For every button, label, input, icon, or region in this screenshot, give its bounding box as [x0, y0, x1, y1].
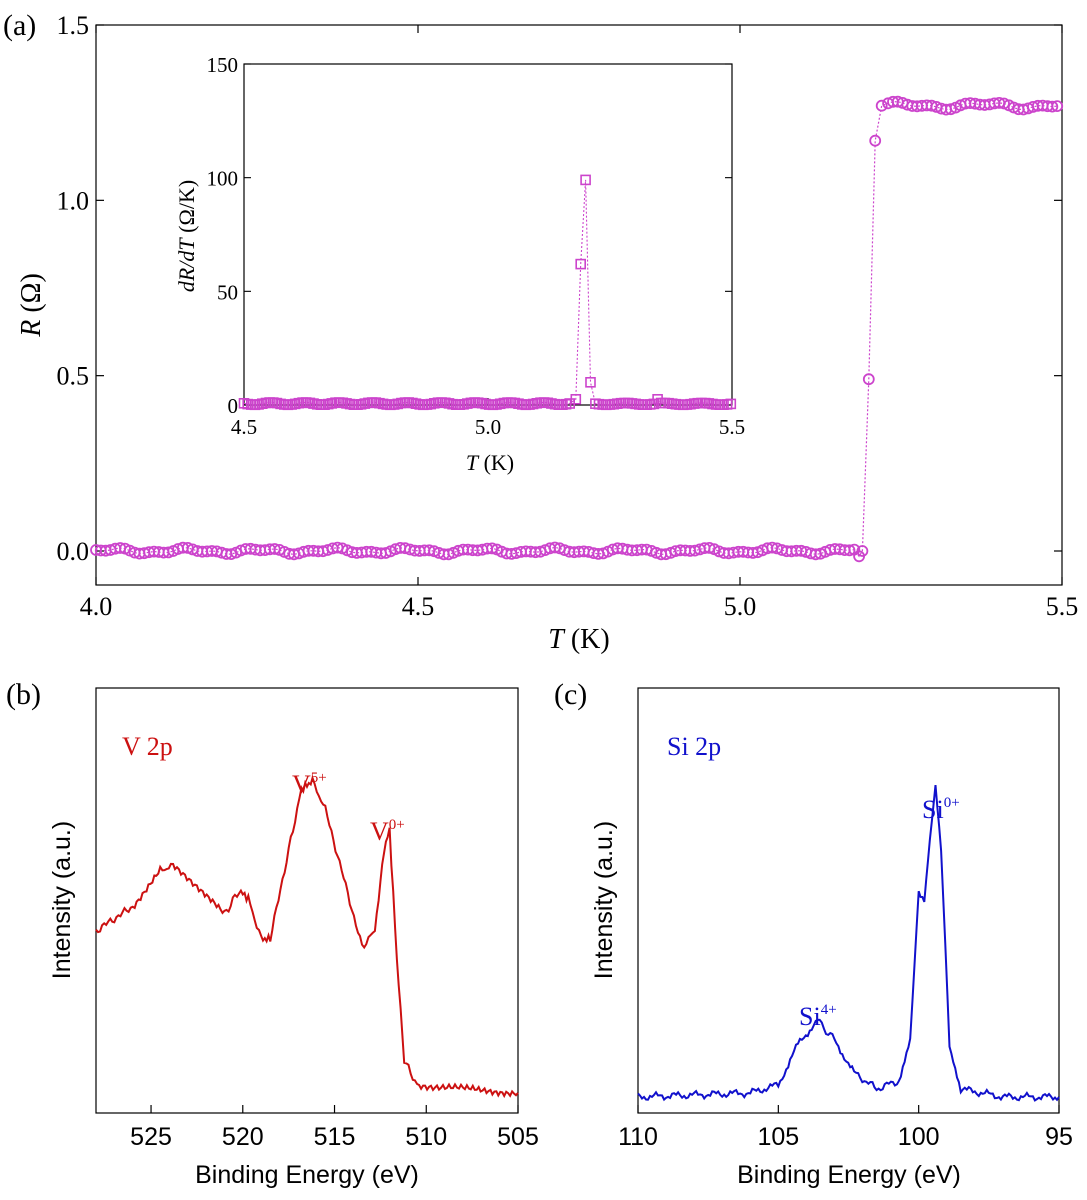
- inset-data-point: [725, 398, 737, 410]
- panel-a-inset: 0 50 100 150 4.5 5.0 5.5 T (K) dR/dT (Ω/K): [174, 53, 745, 475]
- spectrum-x-tick-label: 105: [757, 1123, 799, 1151]
- panel-b-frame: [95, 687, 519, 1114]
- inset-data-point: [580, 174, 591, 186]
- inset-data-point: [570, 393, 582, 405]
- v5-peak-label: V5+: [292, 770, 327, 799]
- inset-x-ticks: 4.5 5.0 5.5: [231, 398, 745, 439]
- a-data-point: [856, 545, 869, 557]
- spectrum-x-tick-label: 520: [222, 1123, 264, 1151]
- inset-data-point: [443, 398, 455, 409]
- a-y-tick-label: 1.0: [57, 186, 90, 215]
- si4-peak-label: Si4+: [799, 1002, 837, 1031]
- a-data-point: [225, 548, 238, 560]
- panel-a-label: (a): [3, 9, 36, 42]
- a-y-tick-label: 0.5: [57, 362, 90, 391]
- panel-c-label: (c): [554, 678, 587, 711]
- spectrum-x-tick-label: 505: [497, 1123, 539, 1151]
- spectrum-x-tick-label: 110: [618, 1123, 658, 1151]
- a-data-point: [869, 134, 882, 147]
- spectrum-x-tick-label: 515: [314, 1123, 356, 1151]
- a-data-point: [875, 99, 888, 112]
- inset-x-tick-label: 5.5: [719, 415, 745, 439]
- panel-c-frame: [637, 687, 1060, 1114]
- inset-y-tick-label: 50: [217, 280, 238, 304]
- panel-b: (b) 525 520 515 510 505 V 2p V5+ V0+ Binding…: [6, 678, 539, 1189]
- panel-b-x-label: Binding Energy (eV): [195, 1161, 419, 1189]
- panel-c-x-ticks: 110 105 100 95: [618, 1105, 1073, 1151]
- si0-peak-label: Si0+: [922, 795, 960, 824]
- inset-data-point: [575, 258, 587, 270]
- panel-b-y-label: Intensity (a.u.): [48, 821, 76, 979]
- a-data-point: [843, 544, 856, 557]
- inset-x-tick-label: 4.5: [231, 415, 257, 439]
- inset-frame: [243, 63, 733, 406]
- inset-y-tick-label: 0: [228, 394, 239, 418]
- a-x-tick-label: 5.5: [1046, 592, 1079, 621]
- panel-a-y-label: R (Ω): [16, 273, 47, 338]
- inset-y-ticks: 0 50 100 150: [207, 53, 732, 418]
- panel-a-y-ticks: 0.0 0.5 1.0 1.5: [57, 11, 1062, 566]
- inset-y-label: dR/dT (Ω/K): [174, 180, 199, 292]
- a-x-tick-label: 4.5: [402, 592, 435, 621]
- panel-b-label: (b): [6, 678, 41, 711]
- spectrum-x-tick-label: 95: [1045, 1123, 1073, 1151]
- inset-x-tick-label: 5.0: [475, 415, 501, 439]
- panel-a: (a) 0.0 0.5 1.0 1.5 4.0 4.5 5.0 5.5 T (K) R (Ω…: [3, 9, 1078, 655]
- panel-a-x-ticks: 4.0 4.5 5.0 5.5: [80, 25, 1079, 621]
- panel-a-x-label: T (K): [548, 624, 609, 655]
- inset-y-tick-label: 100: [207, 167, 239, 191]
- inset-y-tick-label: 150: [207, 53, 239, 77]
- v0-peak-label: V0+: [370, 817, 405, 846]
- spectrum-x-tick-label: 510: [405, 1123, 447, 1151]
- panel-c: (c) 110 105 100 95 Si 2p Si4+ Si0+ Binding …: [554, 678, 1073, 1189]
- a-data-point: [1046, 100, 1059, 113]
- panel-a-frame: [95, 24, 1063, 586]
- panel-c-y-label: Intensity (a.u.): [590, 821, 618, 979]
- inset-data-point: [238, 397, 250, 409]
- panel-b-x-ticks: 525 520 515 510 505: [130, 1105, 539, 1151]
- panel-c-x-label: Binding Energy (eV): [737, 1161, 961, 1189]
- si2p-label: Si 2p: [667, 732, 721, 761]
- spectrum-x-tick-label: 525: [130, 1123, 172, 1151]
- v2p-label: V 2p: [122, 732, 173, 761]
- a-x-tick-label: 4.0: [80, 592, 113, 621]
- a-y-tick-label: 1.5: [57, 11, 90, 40]
- inset-data-point: [585, 376, 596, 388]
- inset-data-point: [425, 398, 437, 410]
- inset-x-label: T (K): [466, 450, 514, 475]
- spectrum-x-tick-label: 100: [898, 1123, 940, 1151]
- inset-series: [238, 174, 737, 411]
- a-x-tick-label: 5.0: [724, 592, 757, 621]
- a-data-point: [862, 373, 875, 386]
- a-data-point: [1051, 100, 1064, 112]
- panel-b-spectrum: [95, 774, 519, 1099]
- panel-c-spectrum: [637, 784, 1060, 1102]
- panel-a-series: [90, 95, 1064, 563]
- a-y-tick-label: 0.0: [57, 537, 90, 566]
